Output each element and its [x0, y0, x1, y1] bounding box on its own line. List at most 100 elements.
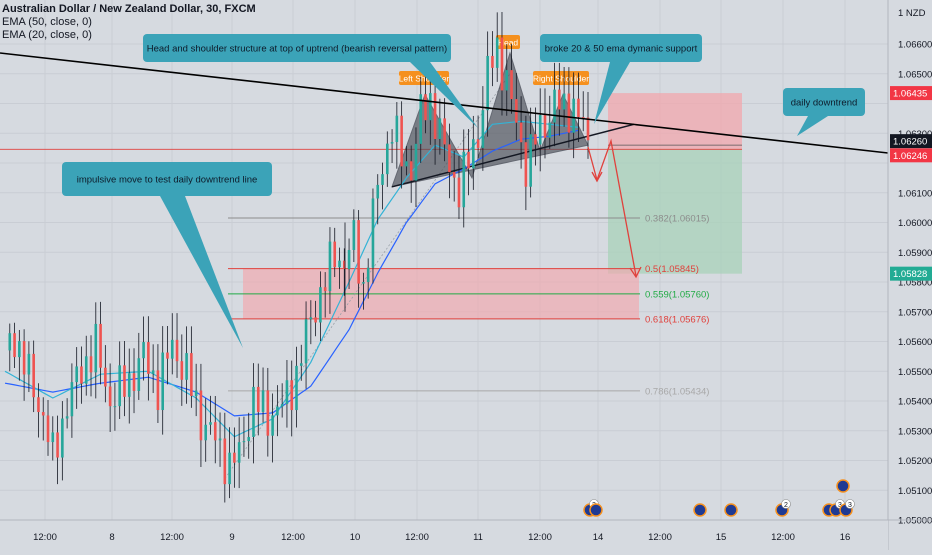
candle-body[interactable]: [242, 441, 246, 443]
candle-body[interactable]: [108, 386, 112, 407]
candle-body[interactable]: [213, 422, 217, 441]
callout-box[interactable]: [783, 88, 865, 116]
candle-body[interactable]: [261, 390, 265, 412]
candle-body[interactable]: [476, 139, 480, 148]
candle-body[interactable]: [223, 438, 227, 485]
candle-body[interactable]: [209, 422, 212, 425]
candle-body[interactable]: [491, 55, 494, 68]
candle-body[interactable]: [299, 363, 303, 366]
candle-body[interactable]: [104, 367, 107, 387]
candle-body[interactable]: [247, 436, 251, 442]
candle-body[interactable]: [314, 317, 317, 323]
candle-body[interactable]: [237, 442, 241, 463]
candle-body[interactable]: [519, 122, 523, 143]
candle-body[interactable]: [56, 432, 59, 458]
candle-body[interactable]: [385, 143, 389, 175]
candle-body[interactable]: [61, 418, 64, 458]
candle-body[interactable]: [285, 380, 289, 405]
candle-body[interactable]: [405, 161, 408, 167]
candle-body[interactable]: [99, 323, 102, 368]
candle-body[interactable]: [409, 161, 413, 181]
candle-body[interactable]: [381, 174, 384, 185]
candle-body[interactable]: [8, 333, 12, 351]
candle-body[interactable]: [481, 110, 485, 148]
candle-body[interactable]: [199, 390, 203, 441]
candle-body[interactable]: [118, 365, 121, 407]
candle-body[interactable]: [452, 172, 456, 178]
candle-body[interactable]: [538, 115, 542, 145]
neckline[interactable]: [391, 123, 635, 188]
candle-body[interactable]: [65, 416, 69, 419]
candle-body[interactable]: [548, 122, 552, 138]
candle-body[interactable]: [543, 115, 547, 138]
candle-body[interactable]: [577, 98, 580, 118]
callout-box[interactable]: [62, 162, 272, 196]
candle-body[interactable]: [89, 356, 93, 373]
candle-body[interactable]: [295, 365, 298, 411]
candle-body[interactable]: [390, 142, 394, 144]
stop-loss-zone[interactable]: [608, 93, 742, 150]
candle-body[interactable]: [342, 260, 346, 270]
candle-body[interactable]: [266, 390, 270, 436]
candle-body[interactable]: [233, 452, 236, 463]
candle-body[interactable]: [448, 144, 451, 173]
candle-body[interactable]: [323, 287, 327, 292]
candle-body[interactable]: [142, 342, 145, 359]
candle-body[interactable]: [51, 432, 55, 443]
price-marker[interactable]: [890, 86, 932, 101]
callout-box[interactable]: [143, 34, 451, 62]
candle-body[interactable]: [41, 412, 45, 416]
candle-body[interactable]: [414, 143, 418, 181]
candle-body[interactable]: [319, 287, 322, 323]
candle-body[interactable]: [500, 37, 504, 91]
daily-downtrend-line[interactable]: [0, 52, 889, 154]
candle-body[interactable]: [553, 89, 556, 123]
candle-body[interactable]: [510, 70, 513, 100]
calendar-event-icon[interactable]: [836, 479, 850, 493]
candle-body[interactable]: [362, 282, 365, 284]
candle-body[interactable]: [46, 415, 50, 443]
candle-body[interactable]: [94, 323, 98, 373]
candle-body[interactable]: [27, 353, 31, 375]
candle-body[interactable]: [304, 319, 308, 364]
candle-body[interactable]: [443, 118, 446, 145]
candle-body[interactable]: [581, 117, 585, 119]
candle-body[interactable]: [13, 333, 16, 358]
candle-body[interactable]: [333, 241, 337, 268]
candle-body[interactable]: [80, 366, 83, 384]
candle-body[interactable]: [462, 151, 466, 208]
candle-body[interactable]: [18, 341, 21, 358]
candle-body[interactable]: [127, 373, 131, 397]
candle-body[interactable]: [309, 317, 313, 320]
candle-body[interactable]: [371, 198, 375, 268]
candle-body[interactable]: [505, 70, 509, 91]
candle-body[interactable]: [467, 151, 470, 169]
candle-body[interactable]: [529, 134, 532, 187]
candle-body[interactable]: [22, 341, 26, 375]
price-marker[interactable]: [890, 266, 932, 281]
candle-body[interactable]: [562, 93, 566, 110]
candle-body[interactable]: [190, 353, 193, 396]
candle-body[interactable]: [424, 94, 427, 121]
calendar-event-icon[interactable]: [589, 503, 603, 517]
candle-body[interactable]: [84, 356, 88, 384]
candle-body[interactable]: [32, 353, 35, 398]
candle-body[interactable]: [366, 267, 370, 283]
candle-body[interactable]: [228, 452, 231, 485]
candle-body[interactable]: [419, 94, 423, 144]
candle-body[interactable]: [185, 353, 188, 380]
candle-body[interactable]: [70, 382, 74, 417]
candle-body[interactable]: [204, 424, 208, 441]
candle-body[interactable]: [429, 93, 432, 121]
price-marker[interactable]: [890, 134, 932, 149]
candle-body[interactable]: [180, 361, 184, 380]
take-profit-zone[interactable]: [608, 149, 742, 274]
candle-body[interactable]: [280, 404, 284, 407]
candle-body[interactable]: [166, 352, 169, 359]
candle-body[interactable]: [156, 370, 160, 411]
candle-body[interactable]: [395, 115, 399, 143]
candle-body[interactable]: [252, 386, 255, 437]
projection-path[interactable]: [587, 138, 637, 277]
